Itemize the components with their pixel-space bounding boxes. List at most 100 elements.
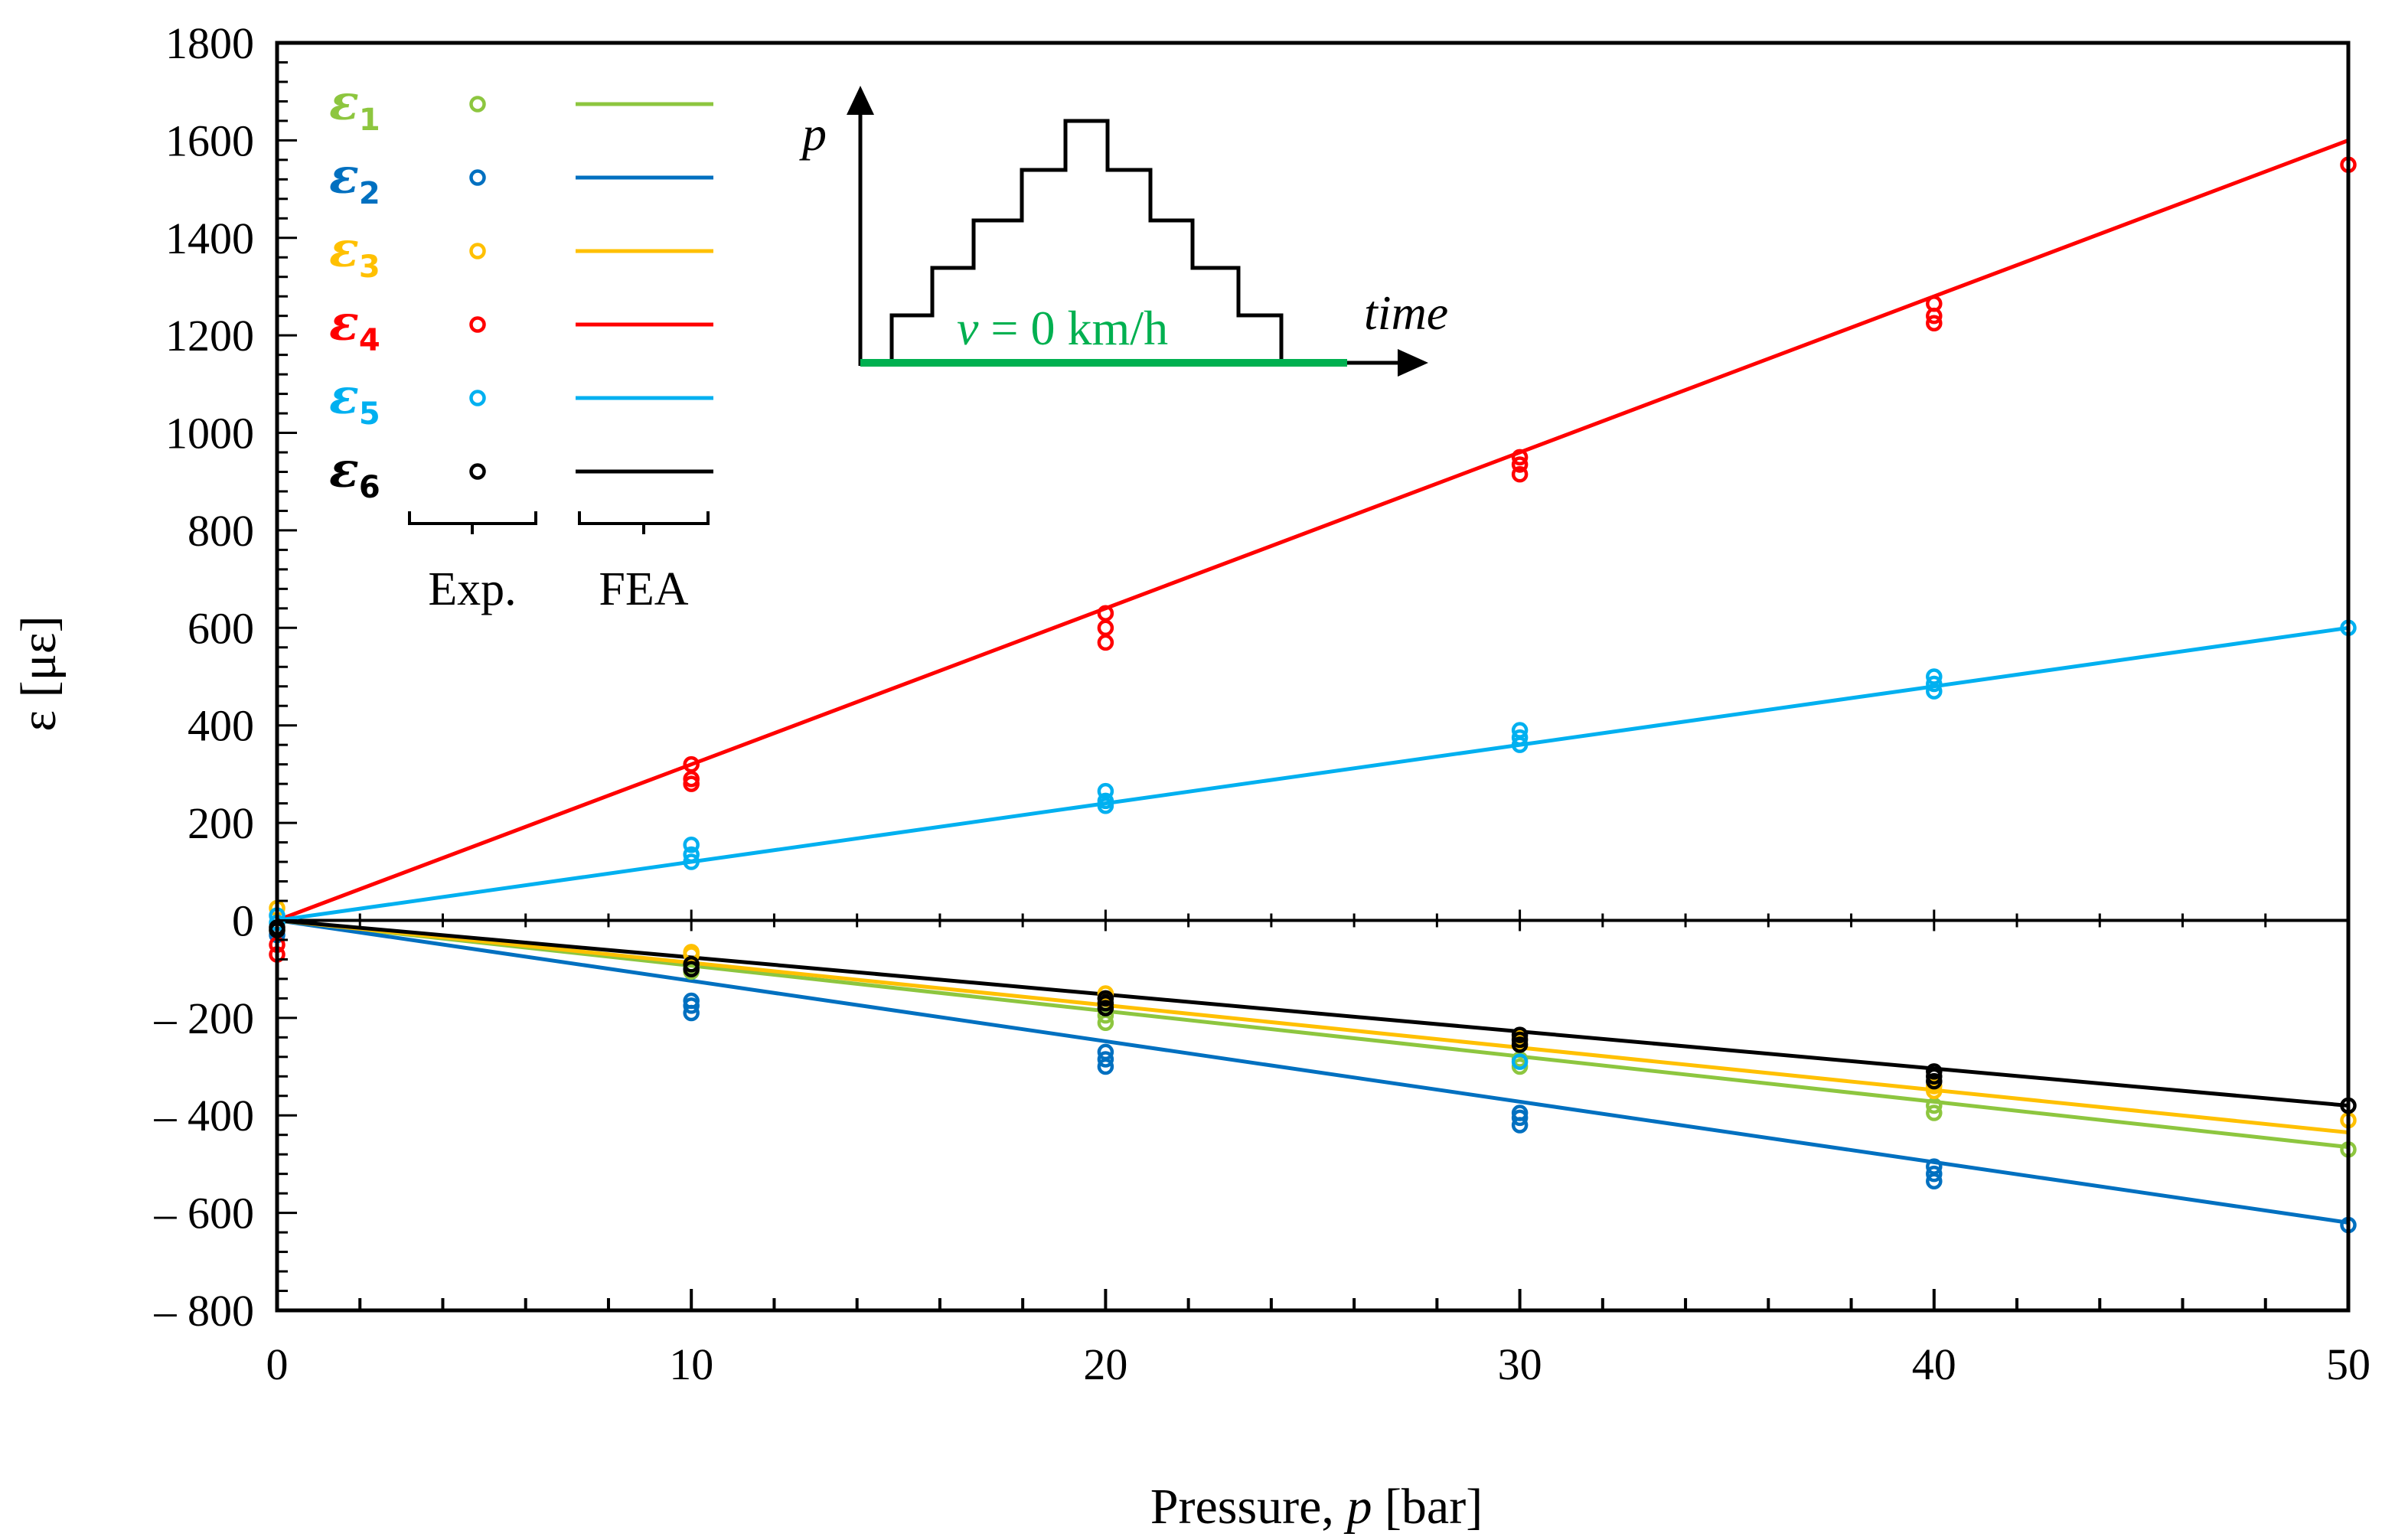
- x-tick-label: 10: [669, 1339, 713, 1389]
- plot-frame: [275, 41, 2351, 1313]
- legend-subscript: 3: [359, 250, 380, 285]
- loading-profile-inset: p time v = 0 km/h: [799, 86, 1448, 377]
- inset-y-arrowhead: [847, 86, 874, 115]
- exp-point-ε4: [683, 775, 700, 792]
- legend-marker-ε5: [469, 390, 486, 406]
- exp-point-ε5: [683, 853, 700, 870]
- exp-point-ε4: [1097, 634, 1114, 651]
- x-axis-title: Pressure, p [bar]: [1150, 1479, 1483, 1535]
- y-tick-label: – 400: [154, 1091, 255, 1140]
- legend-subscript: 1: [359, 103, 380, 138]
- legend-symbol: ε: [329, 368, 359, 426]
- legend-footer-fea: FEA: [599, 563, 688, 615]
- y-tick-label: 800: [188, 506, 254, 556]
- exp-point-ε4: [1926, 307, 1943, 325]
- legend-label-ε2: ε2: [329, 148, 380, 211]
- exp-point-ε2: [1097, 1051, 1114, 1068]
- legend-symbol: ε: [329, 74, 359, 132]
- exp-point-ε1: [1926, 1104, 1943, 1121]
- exp-point-ε2: [1926, 1165, 1943, 1183]
- fea-line-ε2: [276, 918, 2349, 1225]
- x-tick-label: 50: [2326, 1339, 2371, 1389]
- exp-point-ε6: [1511, 1036, 1529, 1053]
- exp-point-ε6: [1926, 1072, 1943, 1090]
- y-tick-label: 1200: [165, 311, 254, 361]
- legend-subscript: 2: [359, 176, 380, 211]
- legend-marker-ε6: [469, 463, 486, 480]
- fea-line-ε3: [276, 918, 2349, 1135]
- exp-point-ε6: [1097, 1000, 1114, 1016]
- legend-symbol: ε: [329, 442, 359, 499]
- exp-point-ε2: [1926, 1158, 1943, 1175]
- x-tick-label: 20: [1083, 1339, 1127, 1389]
- legend-subscript: 6: [359, 470, 380, 505]
- exp-point-ε2: [1511, 1104, 1529, 1121]
- inset-y-label: p: [799, 106, 827, 161]
- legend-subscript: 5: [359, 396, 380, 432]
- legend-symbol: ε: [329, 148, 359, 205]
- y-tick-label: 1000: [165, 409, 254, 458]
- exp-point-ε2: [683, 992, 700, 1010]
- exp-point-ε4: [1511, 465, 1529, 483]
- legend-marker-ε4: [469, 316, 486, 333]
- fea-line-ε4: [276, 139, 2349, 922]
- axes-group: [276, 909, 2350, 932]
- plot-frame-group: [275, 41, 2351, 1313]
- legend-symbol: ε: [329, 221, 359, 279]
- exp-point-ε6: [683, 961, 700, 977]
- legend-label-ε1: ε1: [329, 74, 380, 138]
- legend-label-ε5: ε5: [329, 368, 380, 432]
- fea-lines-group: [276, 139, 2349, 1225]
- y-tick-label: – 800: [154, 1286, 255, 1336]
- x-tick-label: 0: [266, 1339, 289, 1389]
- legend-label-ε6: ε6: [329, 442, 380, 505]
- inset-x-arrowhead: [1398, 349, 1428, 377]
- exp-point-ε5: [1511, 736, 1529, 753]
- fea-brace: [578, 511, 710, 534]
- legend-marker-ε2: [469, 169, 486, 186]
- inset-step-profile: [889, 119, 1284, 363]
- exp-point-ε5: [1926, 675, 1943, 693]
- legend-label-ε4: ε4: [329, 295, 380, 358]
- legend-footer: Exp. FEA: [408, 511, 710, 615]
- fea-line-ε1: [276, 918, 2349, 1150]
- exp-point-ε5: [1926, 683, 1943, 700]
- y-axis-title: ε [με]: [11, 615, 67, 731]
- y-tick-label: 200: [188, 798, 254, 848]
- x-axis-title-unit: [bar]: [1372, 1479, 1483, 1535]
- exp-point-ε2: [1097, 1043, 1114, 1061]
- legend-symbol: ε: [329, 295, 359, 352]
- y-tick-label: – 600: [154, 1189, 255, 1238]
- x-axis-title-var: p: [1343, 1479, 1372, 1535]
- y-tick-label: 0: [232, 896, 254, 945]
- inset-speed-value: = 0 km/h: [978, 301, 1168, 355]
- exp-point-ε5: [1511, 729, 1529, 746]
- inset-speed-label: v = 0 km/h: [957, 301, 1168, 355]
- exp-point-ε5: [683, 846, 700, 863]
- legend-subscript: 4: [359, 323, 380, 358]
- exp-point-ε5: [1097, 798, 1114, 814]
- y-tick-label: 1400: [165, 214, 254, 263]
- fea-line-ε6: [276, 918, 2349, 1108]
- x-tick-label: 40: [1912, 1339, 1956, 1389]
- fea-line-ε5: [276, 625, 2349, 922]
- tick-labels-group: 0 10 20 30 40 50 – 800 – 600 – 400 – 200 0 200 400 60…: [154, 18, 2371, 1389]
- exp-point-ε4: [1926, 315, 1943, 331]
- y-tick-label: 1600: [165, 116, 254, 165]
- exp-brace: [408, 511, 537, 534]
- exp-point-ε5: [1511, 1053, 1529, 1070]
- inset-x-label: time: [1364, 285, 1448, 340]
- legend-marker-ε1: [469, 96, 486, 113]
- legend-marker-ε3: [469, 243, 486, 259]
- legend-footer-exp: Exp.: [428, 563, 516, 615]
- y-tick-label: 400: [188, 701, 254, 751]
- inset-speed-var: v: [957, 301, 979, 355]
- exp-point-ε4: [1511, 449, 1529, 466]
- y-tick-label: 1800: [165, 18, 254, 68]
- exp-point-ε4: [1511, 456, 1529, 473]
- x-axis-title-text: Pressure,: [1150, 1479, 1347, 1535]
- y-tick-label: – 200: [154, 993, 255, 1043]
